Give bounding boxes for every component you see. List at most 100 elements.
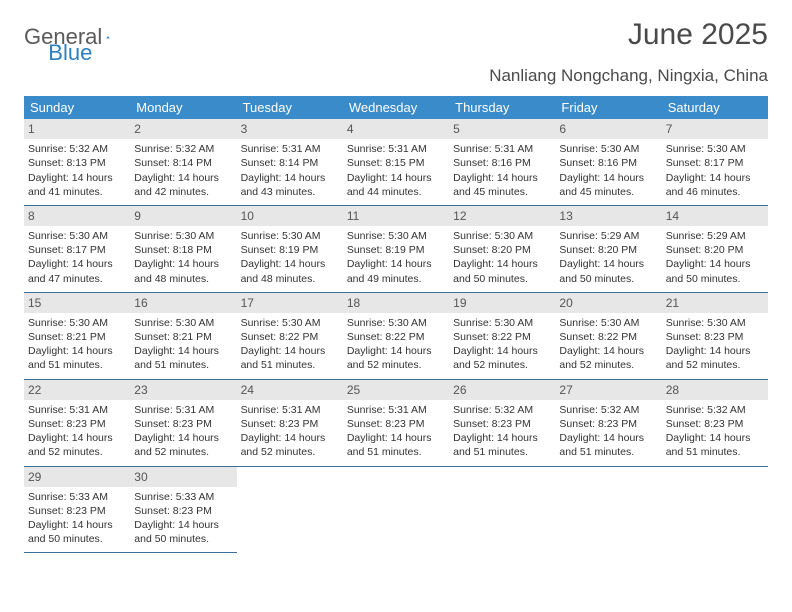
- day-cell: 20 Sunrise: 5:30 AM Sunset: 8:22 PM Dayli…: [555, 293, 661, 380]
- day-cell: 23Sunrise: 5:31 AM Sunset: 8:23 PM Dayli…: [130, 380, 236, 467]
- day-number: 9: [130, 206, 236, 226]
- day-details: Sunrise: 5:30 AM Sunset: 8:20 PM Dayligh…: [453, 229, 551, 286]
- day-number: 5: [449, 119, 555, 139]
- day-details: Sunrise: 5:31 AM Sunset: 8:23 PM Dayligh…: [28, 403, 126, 460]
- day-cell: 8 Sunrise: 5:30 AM Sunset: 8:17 PM Daylig…: [24, 206, 130, 293]
- day-details: Sunrise: 5:32 AM Sunset: 8:23 PM Dayligh…: [559, 403, 657, 460]
- day-details: Sunrise: 5:30 AM Sunset: 8:16 PM Dayligh…: [559, 142, 657, 199]
- day-details: Sunrise: 5:32 AM Sunset: 8:23 PM Dayligh…: [453, 403, 551, 460]
- day-details: Sunrise: 5:31 AM Sunset: 8:16 PM Dayligh…: [453, 142, 551, 199]
- day-details: Sunrise: 5:30 AM Sunset: 8:18 PM Dayligh…: [134, 229, 232, 286]
- weekday-mon: Monday: [130, 96, 236, 119]
- page-title: June 2025: [628, 18, 768, 52]
- day-number: 2: [130, 119, 236, 139]
- day-number: 12: [449, 206, 555, 226]
- day-details: Sunrise: 5:30 AM Sunset: 8:17 PM Dayligh…: [666, 142, 764, 199]
- calendar: Sunday Monday Tuesday Wednesday Thursday…: [24, 96, 768, 553]
- day-details: Sunrise: 5:33 AM Sunset: 8:23 PM Dayligh…: [28, 490, 126, 547]
- day-number: 8: [24, 206, 130, 226]
- day-cell-empty: [555, 467, 661, 554]
- day-number: 20: [555, 293, 661, 313]
- day-number: 29: [24, 467, 130, 487]
- day-cell: 12 Sunrise: 5:30 AM Sunset: 8:20 PM Dayli…: [449, 206, 555, 293]
- day-details: Sunrise: 5:32 AM Sunset: 8:14 PM Dayligh…: [134, 142, 232, 199]
- day-cell: 10Sunrise: 5:30 AM Sunset: 8:19 PM Dayli…: [237, 206, 343, 293]
- day-cell: 3Sunrise: 5:31 AM Sunset: 8:14 PM Daylig…: [237, 119, 343, 206]
- day-cell: 7 Sunrise: 5:30 AM Sunset: 8:17 PM Daylig…: [662, 119, 768, 206]
- day-cell: 18 Sunrise: 5:30 AM Sunset: 8:22 PM Dayli…: [343, 293, 449, 380]
- day-cell: 22 Sunrise: 5:31 AM Sunset: 8:23 PM Dayli…: [24, 380, 130, 467]
- day-details: Sunrise: 5:29 AM Sunset: 8:20 PM Dayligh…: [666, 229, 764, 286]
- day-number: 16: [130, 293, 236, 313]
- day-number: 4: [343, 119, 449, 139]
- weekday-thu: Thursday: [449, 96, 555, 119]
- calendar-page: General June 2025 General Blue Nanliang …: [0, 0, 792, 571]
- day-cell: 26 Sunrise: 5:32 AM Sunset: 8:23 PM Dayli…: [449, 380, 555, 467]
- day-details: Sunrise: 5:30 AM Sunset: 8:22 PM Dayligh…: [453, 316, 551, 373]
- day-number: 21: [662, 293, 768, 313]
- day-cell: 24 Sunrise: 5:31 AM Sunset: 8:23 PM Dayli…: [237, 380, 343, 467]
- day-cell: 21 Sunrise: 5:30 AM Sunset: 8:23 PM Dayli…: [662, 293, 768, 380]
- day-number: 19: [449, 293, 555, 313]
- day-cell: 27 Sunrise: 5:32 AM Sunset: 8:23 PM Dayli…: [555, 380, 661, 467]
- day-number: 13: [555, 206, 661, 226]
- day-number: 27: [555, 380, 661, 400]
- calendar-header: Sunday Monday Tuesday Wednesday Thursday…: [24, 96, 768, 119]
- day-number: 24: [237, 380, 343, 400]
- day-cell: 4 Sunrise: 5:31 AM Sunset: 8:15 PM Daylig…: [343, 119, 449, 206]
- day-cell: 11 Sunrise: 5:30 AM Sunset: 8:19 PM Dayli…: [343, 206, 449, 293]
- day-cell: 9 Sunrise: 5:30 AM Sunset: 8:18 PM Daylig…: [130, 206, 236, 293]
- day-details: Sunrise: 5:30 AM Sunset: 8:23 PM Dayligh…: [666, 316, 764, 373]
- day-details: Sunrise: 5:29 AM Sunset: 8:20 PM Dayligh…: [559, 229, 657, 286]
- day-cell: 30Sunrise: 5:33 AM Sunset: 8:23 PM Dayli…: [130, 467, 236, 554]
- day-details: Sunrise: 5:31 AM Sunset: 8:15 PM Dayligh…: [347, 142, 445, 199]
- day-cell: 16 Sunrise: 5:30 AM Sunset: 8:21 PM Dayli…: [130, 293, 236, 380]
- location-subtitle: Nanliang Nongchang, Ningxia, China: [24, 66, 768, 86]
- day-cell-empty: [343, 467, 449, 554]
- day-cell-empty: [449, 467, 555, 554]
- day-details: Sunrise: 5:32 AM Sunset: 8:13 PM Dayligh…: [28, 142, 126, 199]
- day-cell: 13 Sunrise: 5:29 AM Sunset: 8:20 PM Dayli…: [555, 206, 661, 293]
- day-details: Sunrise: 5:31 AM Sunset: 8:23 PM Dayligh…: [241, 403, 339, 460]
- day-cell: 14 Sunrise: 5:29 AM Sunset: 8:20 PM Dayli…: [662, 206, 768, 293]
- day-cell-empty: [237, 467, 343, 554]
- day-details: Sunrise: 5:30 AM Sunset: 8:22 PM Dayligh…: [559, 316, 657, 373]
- day-details: Sunrise: 5:32 AM Sunset: 8:23 PM Dayligh…: [666, 403, 764, 460]
- calendar-body: 1 Sunrise: 5:32 AM Sunset: 8:13 PM Daylig…: [24, 119, 768, 553]
- day-cell: 2 Sunrise: 5:32 AM Sunset: 8:14 PM Daylig…: [130, 119, 236, 206]
- weekday-sat: Saturday: [662, 96, 768, 119]
- day-number: 26: [449, 380, 555, 400]
- day-details: Sunrise: 5:30 AM Sunset: 8:19 PM Dayligh…: [347, 229, 445, 286]
- day-cell: 25 Sunrise: 5:31 AM Sunset: 8:23 PM Dayli…: [343, 380, 449, 467]
- day-details: Sunrise: 5:30 AM Sunset: 8:17 PM Dayligh…: [28, 229, 126, 286]
- day-cell-empty: [662, 467, 768, 554]
- logo-icon: [106, 28, 110, 46]
- day-details: Sunrise: 5:30 AM Sunset: 8:21 PM Dayligh…: [28, 316, 126, 373]
- day-details: Sunrise: 5:30 AM Sunset: 8:21 PM Dayligh…: [134, 316, 232, 373]
- day-details: Sunrise: 5:30 AM Sunset: 8:22 PM Dayligh…: [241, 316, 339, 373]
- day-cell: 17Sunrise: 5:30 AM Sunset: 8:22 PM Dayli…: [237, 293, 343, 380]
- day-cell: 15 Sunrise: 5:30 AM Sunset: 8:21 PM Dayli…: [24, 293, 130, 380]
- weekday-wed: Wednesday: [343, 96, 449, 119]
- day-details: Sunrise: 5:33 AM Sunset: 8:23 PM Dayligh…: [134, 490, 232, 547]
- day-number: 22: [24, 380, 130, 400]
- day-number: 18: [343, 293, 449, 313]
- day-cell: 5 Sunrise: 5:31 AM Sunset: 8:16 PM Daylig…: [449, 119, 555, 206]
- day-details: Sunrise: 5:30 AM Sunset: 8:22 PM Dayligh…: [347, 316, 445, 373]
- day-cell: 29 Sunrise: 5:33 AM Sunset: 8:23 PM Dayli…: [24, 467, 130, 554]
- day-number: 11: [343, 206, 449, 226]
- day-number: 1: [24, 119, 130, 139]
- day-number: 28: [662, 380, 768, 400]
- day-details: Sunrise: 5:31 AM Sunset: 8:14 PM Dayligh…: [241, 142, 339, 199]
- day-number: 14: [662, 206, 768, 226]
- day-details: Sunrise: 5:31 AM Sunset: 8:23 PM Dayligh…: [134, 403, 232, 460]
- day-cell: 6 Sunrise: 5:30 AM Sunset: 8:16 PM Daylig…: [555, 119, 661, 206]
- day-number: 15: [24, 293, 130, 313]
- day-number: 25: [343, 380, 449, 400]
- logo-text-2: Blue: [48, 40, 92, 66]
- weekday-fri: Friday: [555, 96, 661, 119]
- day-number: 7: [662, 119, 768, 139]
- day-cell: 1 Sunrise: 5:32 AM Sunset: 8:13 PM Daylig…: [24, 119, 130, 206]
- day-number: 6: [555, 119, 661, 139]
- day-details: Sunrise: 5:31 AM Sunset: 8:23 PM Dayligh…: [347, 403, 445, 460]
